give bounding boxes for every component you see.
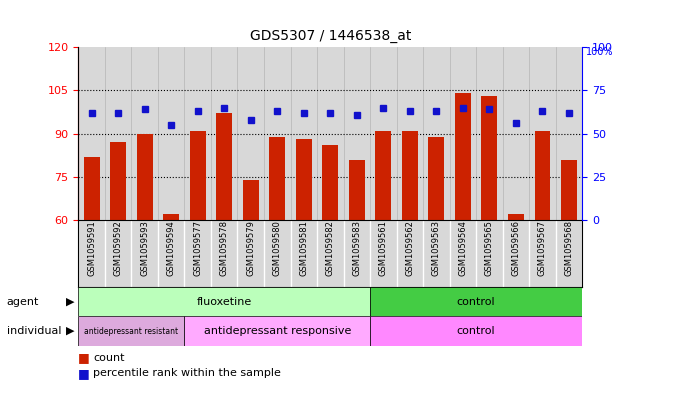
Text: agent: agent (7, 297, 39, 307)
Bar (561, 160, 577, 220)
Bar (322, 145, 338, 220)
Bar (375, 131, 392, 220)
Bar (137, 134, 153, 220)
Bar (481, 96, 497, 220)
Bar (370, 316, 582, 346)
Bar (455, 93, 471, 220)
Bar (163, 214, 179, 220)
Text: ▶: ▶ (67, 297, 75, 307)
Bar (84, 157, 99, 220)
Bar (242, 180, 259, 220)
Bar (185, 316, 370, 346)
Bar (78, 287, 370, 316)
Bar (535, 131, 550, 220)
Bar (190, 131, 206, 220)
Text: control: control (457, 297, 496, 307)
Bar (217, 114, 232, 220)
Text: 100%: 100% (586, 47, 613, 57)
Text: antidepressant responsive: antidepressant responsive (204, 326, 351, 336)
Text: count: count (93, 353, 125, 363)
Bar (110, 142, 126, 220)
Text: percentile rank within the sample: percentile rank within the sample (93, 368, 281, 378)
Text: fluoxetine: fluoxetine (197, 297, 252, 307)
Bar (269, 136, 285, 220)
Text: control: control (457, 326, 496, 336)
Text: individual: individual (7, 326, 61, 336)
Text: ■: ■ (78, 367, 90, 380)
Text: ■: ■ (78, 351, 90, 364)
Text: ▶: ▶ (67, 326, 75, 336)
Bar (296, 140, 312, 220)
Text: antidepressant resistant: antidepressant resistant (84, 327, 178, 336)
Bar (402, 131, 418, 220)
Bar (349, 160, 365, 220)
Bar (508, 214, 524, 220)
Bar (78, 316, 185, 346)
Bar (370, 287, 582, 316)
Text: GDS5307 / 1446538_at: GDS5307 / 1446538_at (250, 29, 411, 43)
Bar (428, 136, 444, 220)
